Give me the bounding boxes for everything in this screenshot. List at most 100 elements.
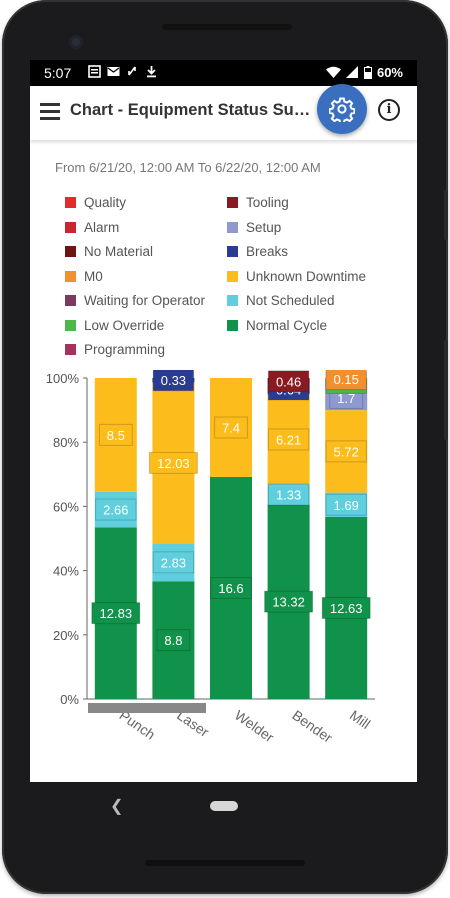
data-label-box [98,423,133,446]
legend-item: No Material [65,244,153,259]
legend-item: Waiting for Operator [65,293,205,308]
x-tick-label: Bender [289,707,335,746]
data-label-box [156,629,191,652]
legend-label: Low Override [84,317,165,333]
legend-item: Normal Cycle [227,318,327,333]
status-bar: 5:07 60% [30,60,417,86]
data-label: 1.69 [334,498,359,513]
data-label: 8.8 [164,633,182,648]
legend-label: Not Scheduled [246,293,335,308]
data-label: 8.5 [107,428,125,443]
data-label: 12.03 [157,456,190,471]
legend-swatch [65,246,76,257]
legend-swatch [227,270,238,282]
legend-swatch [65,295,76,306]
data-label-box [325,493,367,516]
chart-scrollbar[interactable] [88,703,206,713]
data-label-box [95,498,137,521]
info-icon: i [386,102,392,117]
y-tick-label: 100% [46,371,80,386]
legend-label: Tooling [246,195,289,210]
x-tick-label: Welder [232,707,278,746]
stacked-bar-chart: 0%20%40%60%80%100%12.832.668.5Punch8.82.… [46,370,375,746]
home-icon[interactable] [210,801,238,811]
legend-swatch [227,295,238,306]
bottom-speaker [145,860,305,866]
gallery-icon [88,65,101,78]
camera-icon [69,35,83,49]
legend-label: Setup [246,219,282,235]
data-label: 2.66 [103,503,128,518]
download-icon [147,66,156,78]
legend-item: Alarm [65,220,119,235]
app-bar: Chart - Equipment Status Summary i [30,84,417,140]
legend-swatch [65,344,76,355]
y-tick-label: 60% [53,499,79,514]
chart-legend: Quality Tooling Alarm Setup No Material Break… [65,195,405,365]
legend-label: No Material [84,244,154,259]
data-label: 12.63 [330,601,363,616]
y-tick-label: 20% [53,628,79,643]
legend-label: Quality [84,195,127,210]
legend-label: M0 [84,268,103,284]
data-label: 5.72 [334,444,359,459]
battery-icon [363,66,372,79]
screen: 5:07 60% Chart - Equipment Status Summar… [30,60,417,782]
y-tick-label: 80% [53,435,79,450]
mail-icon [107,67,120,76]
data-label-box [321,596,371,619]
info-button[interactable]: i [378,99,400,121]
legend-label: Programming [84,342,166,357]
legend-swatch [227,197,238,208]
wifi-icon [325,66,341,78]
data-label-box [325,440,367,463]
data-label: 0.15 [334,372,359,387]
data-label-box [91,602,141,625]
legend-item: M0 [65,269,103,284]
legend-label: Normal Cycle [246,317,328,333]
data-label-box [267,370,310,393]
data-label-box [152,551,195,574]
data-label-box [325,370,367,391]
data-label-box [148,451,198,474]
legend-item: Low Override [65,318,164,333]
data-label-box [267,483,310,506]
x-tick-label: Mill [347,707,373,732]
legend-item: Breaks [227,244,288,259]
signal-icon [345,66,358,78]
data-label: 7.4 [222,420,240,435]
battery-percentage: 60% [376,65,403,80]
legend-item: Tooling [227,195,289,210]
data-label: 12.83 [100,606,133,621]
data-label-box [214,416,248,439]
legend-label: Unknown Downtime [246,268,367,284]
legend-label: Alarm [84,219,120,235]
data-label: 13.32 [272,595,305,610]
data-label: 6.21 [276,432,301,447]
back-icon[interactable]: ❮ [110,798,124,815]
earpiece-speaker [162,24,292,30]
menu-icon[interactable] [40,103,60,120]
y-tick-label: 0% [60,692,79,707]
legend-item: Unknown Downtime [227,269,366,284]
legend-label: Waiting for Operator [84,293,206,308]
data-label: 0.33 [161,373,186,388]
data-label-box [210,576,252,599]
legend-swatch [65,197,76,208]
legend-swatch [227,319,238,331]
date-range: From 6/21/20, 12:00 AM To 6/22/20, 12:00… [55,160,321,175]
gear-icon [329,97,355,122]
settings-button[interactable] [317,84,367,134]
legend-item: Programming [65,342,165,357]
legend-item: Setup [227,220,281,235]
data-label-box [267,428,310,451]
status-time: 5:07 [44,65,72,81]
sync-icon [128,66,136,76]
data-label: 0.46 [276,374,301,389]
nav-bar: ❮ [30,782,417,832]
data-label: 1.33 [276,488,301,503]
volume-button [444,340,448,440]
legend-swatch [227,246,238,257]
data-label-box [264,590,314,613]
legend-swatch [65,221,76,233]
